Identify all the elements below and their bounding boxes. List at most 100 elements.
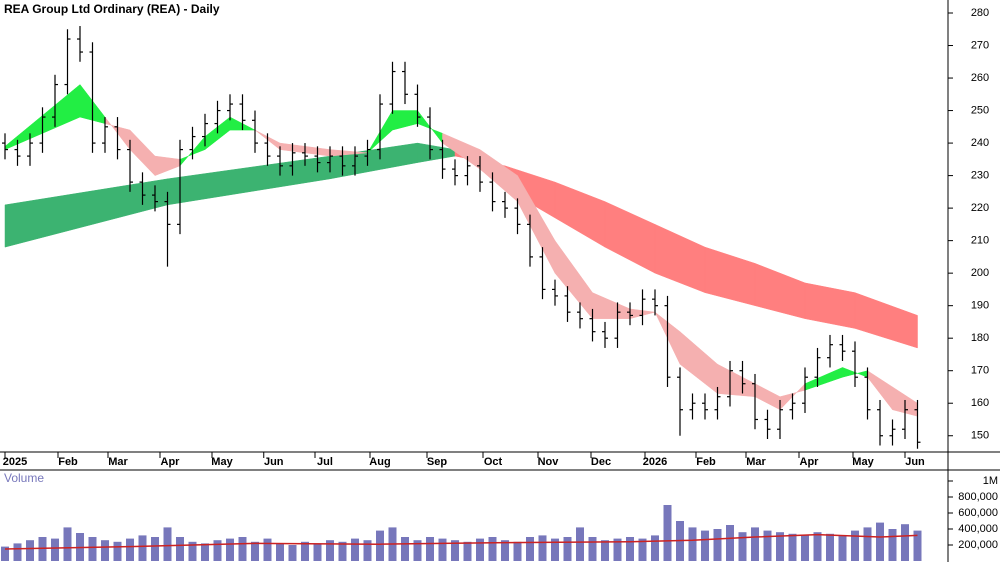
volume-bar [701, 530, 709, 561]
ma-band [854, 292, 918, 349]
volume-bar [151, 537, 159, 561]
volume-title: Volume [4, 471, 44, 485]
x-tick-label: Jun [264, 456, 284, 468]
volume-bar [463, 541, 472, 561]
volume-bar [313, 543, 322, 561]
volume-bar [738, 532, 747, 561]
volume-bar [726, 525, 734, 561]
volume-bar [376, 530, 384, 561]
x-tick-label: Jul [317, 456, 333, 468]
volume-bar [501, 540, 509, 561]
volume-bar [663, 505, 672, 561]
volume-bar [888, 529, 897, 561]
volume-bar [876, 522, 884, 561]
y-tick-label: 240 [971, 137, 989, 149]
volume-bar [101, 540, 109, 561]
volume-bar [426, 537, 434, 561]
volume-bar [776, 532, 784, 561]
y-tick-label: 250 [971, 104, 989, 116]
volume-bar [563, 537, 572, 561]
volume-bar [238, 537, 247, 561]
volume-bar [138, 535, 147, 561]
volume-bar [188, 541, 197, 561]
y-tick-label: 180 [971, 332, 989, 344]
volume-bar [801, 535, 809, 561]
y-tick-label: 200 [971, 267, 989, 279]
x-tick-label: Nov [538, 456, 560, 468]
volume-bar [263, 538, 272, 561]
y-tick-label: 800,000 [958, 491, 998, 503]
volume-bar [213, 540, 222, 561]
volume-bar [113, 541, 122, 561]
x-tick-label: Aug [369, 456, 390, 468]
y-tick-label: 160 [971, 397, 989, 409]
volume-bar [913, 530, 922, 561]
x-tick-label: Apr [161, 456, 181, 468]
y-tick-label: 280 [971, 7, 989, 19]
volume-bar [51, 538, 59, 561]
x-tick-label: Oct [484, 456, 503, 468]
volume-bar [601, 540, 609, 561]
x-tick-label: Mar [108, 456, 128, 468]
volume-bar [513, 541, 522, 561]
volume-bar [826, 533, 834, 561]
volume-bar [476, 538, 484, 561]
volume-bar [763, 530, 772, 561]
volume-bar [226, 538, 234, 561]
volume-bar [363, 540, 372, 561]
volume-bar [788, 533, 797, 561]
volume-bar [438, 538, 447, 561]
volume-bar [163, 527, 172, 561]
volume-bar [688, 527, 697, 561]
x-tick-label: May [852, 456, 874, 468]
volume-bar [288, 545, 297, 561]
volume-bar [901, 524, 909, 561]
volume-bar [613, 538, 622, 561]
x-tick-label: 2025 [3, 456, 27, 468]
volume-bar [63, 527, 72, 561]
volume-bar [838, 535, 847, 561]
x-tick-label: Apr [800, 456, 820, 468]
volume-bar [626, 537, 634, 561]
volume-bar [551, 538, 559, 561]
volume-bar [413, 540, 422, 561]
volume-bar [351, 538, 359, 561]
volume-bar [576, 527, 584, 561]
x-tick-label: 2026 [643, 456, 667, 468]
volume-bar [338, 541, 347, 561]
y-tick-label: 270 [971, 39, 989, 51]
volume-bar [638, 538, 647, 561]
volume-bar [1, 546, 9, 561]
chart-title: REA Group Ltd Ordinary (REA) - Daily [4, 2, 220, 16]
y-tick-label: 150 [971, 430, 989, 442]
volume-bar [126, 538, 134, 561]
volume-bar [588, 537, 597, 561]
y-tick-label: 210 [971, 235, 989, 247]
volume-bar [88, 537, 97, 561]
y-tick-label: 600,000 [958, 507, 998, 519]
x-tick-label: Feb [58, 456, 78, 468]
volume-bar [451, 540, 459, 561]
volume-bar [401, 537, 409, 561]
volume-bar [851, 530, 859, 561]
volume-bar [751, 527, 759, 561]
volume-bar [538, 535, 547, 561]
y-tick-label: 200,000 [958, 539, 998, 551]
x-tick-label: Dec [591, 456, 611, 468]
volume-bar [863, 527, 872, 561]
volume-average [4, 533, 918, 550]
volume-bar [651, 535, 659, 561]
volume-bar [488, 537, 497, 561]
volume-bar [251, 541, 259, 561]
y-tick-label: 170 [971, 365, 989, 377]
volume-bar [13, 543, 22, 561]
x-tick-label: Sep [427, 456, 447, 468]
volume-bar [176, 537, 184, 561]
volume-bar [813, 532, 822, 561]
x-tick-label: Mar [746, 456, 766, 468]
volume-bar [526, 537, 534, 561]
x-tick-label: May [211, 456, 233, 468]
volume-bar [26, 540, 34, 561]
